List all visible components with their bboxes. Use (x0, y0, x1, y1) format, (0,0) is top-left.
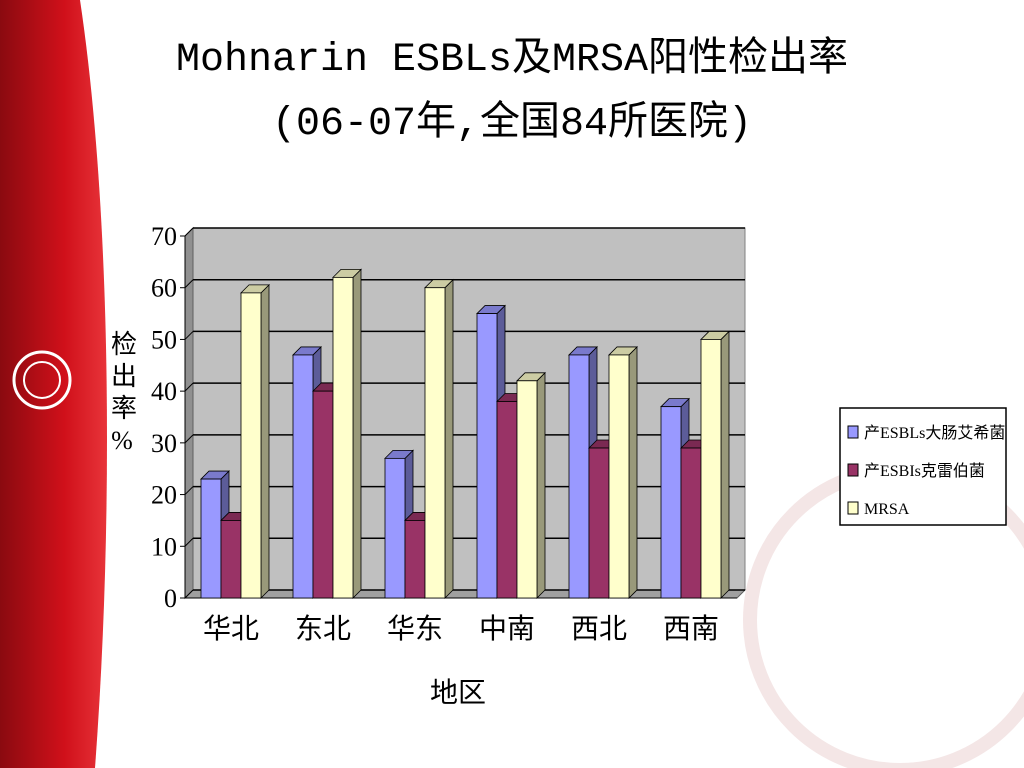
chart-subtitle: (06-07年,全国84所医院) (272, 99, 752, 147)
grid-line (184, 279, 194, 289)
bar (608, 354, 630, 599)
y-tick-label: 30 (151, 429, 177, 458)
legend-label: 产ESBLs大肠艾希菌 (864, 424, 1005, 442)
grid-line (184, 331, 194, 340)
grid-line (184, 589, 194, 599)
bar (568, 354, 590, 599)
logo (23, 361, 61, 399)
bar (588, 447, 610, 599)
y-tick-label: 0 (164, 584, 177, 613)
bar (384, 457, 406, 599)
grid-line (184, 382, 194, 392)
y-tick-label: 10 (151, 532, 177, 561)
bar-side (628, 345, 638, 599)
x-axis-label: 地区 (430, 677, 486, 709)
x-tick-label: 西北 (571, 614, 627, 645)
grid-line (184, 537, 194, 547)
bar (424, 287, 446, 599)
y-tick-label: 50 (151, 325, 177, 354)
logo (12, 350, 72, 410)
x-tick-label: 华东 (387, 613, 443, 645)
bar (700, 339, 722, 599)
bar-side (720, 330, 730, 599)
grid-line (184, 434, 194, 444)
bar (660, 406, 682, 599)
legend-swatch (847, 501, 859, 515)
bar (240, 292, 262, 599)
legend-box (839, 407, 1007, 526)
x-tick-label: 西南 (663, 613, 719, 645)
bar-side (536, 371, 546, 599)
legend-label: 产ESBIs克雷伯菌 (864, 462, 985, 480)
grid-line (184, 227, 194, 237)
bar (200, 478, 222, 599)
y-tick-label: 20 (151, 481, 177, 510)
legend-swatch (847, 425, 859, 439)
bar (332, 276, 354, 599)
x-tick-label: 东北 (295, 613, 351, 645)
chart-title: Mohnarin ESBLs及MRSA阳性检出率 (176, 35, 848, 83)
grid-line (184, 486, 194, 495)
y-tick-label: 70 (151, 222, 177, 251)
bar-side (352, 268, 362, 599)
y-tick-label: 60 (151, 274, 177, 303)
bar (496, 401, 518, 599)
plot-wall (192, 227, 746, 591)
y-tick-label: 40 (151, 377, 177, 406)
bar (292, 354, 314, 599)
bar (404, 520, 426, 599)
bar-side (260, 283, 270, 599)
bar (516, 380, 538, 599)
bar (312, 390, 334, 599)
legend-swatch (847, 463, 859, 477)
legend-label: MRSA (864, 501, 910, 518)
x-tick-label: 华北 (203, 613, 259, 645)
bar-side (444, 278, 454, 599)
bar (680, 447, 702, 599)
bar (220, 520, 242, 599)
y-axis-label: 检出率% (108, 330, 137, 461)
bar (476, 313, 498, 599)
x-tick-label: 中南 (479, 613, 535, 645)
side-band (0, 0, 107, 768)
